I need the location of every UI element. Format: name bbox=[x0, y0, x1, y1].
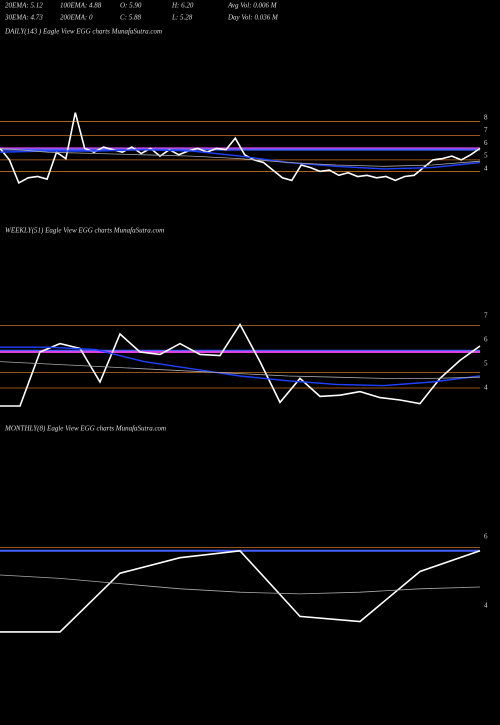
price-line bbox=[0, 148, 481, 167]
y-tick-label: 5 bbox=[484, 360, 488, 368]
header-stat: 200EMA: 0 bbox=[60, 14, 93, 22]
y-tick-label: 7 bbox=[484, 312, 488, 320]
panel-title: WEEKLY(51) Eagle View EGG charts MunafaS… bbox=[5, 227, 164, 235]
price-line bbox=[0, 549, 481, 633]
y-tick-label: 8 bbox=[484, 113, 488, 121]
header-stat: 30EMA: 4.73 bbox=[4, 14, 43, 22]
price-line bbox=[0, 148, 481, 170]
y-tick-label: 6 bbox=[484, 139, 488, 147]
y-tick-label: 7 bbox=[484, 126, 488, 134]
header-stat: Day Vol: 0.036 M bbox=[227, 14, 279, 22]
header-stat: L: 5.28 bbox=[171, 14, 193, 22]
y-tick-label: 5 bbox=[484, 152, 488, 160]
header-stat: 20EMA: 5.12 bbox=[5, 2, 43, 10]
y-tick-label: 4 bbox=[484, 164, 488, 172]
y-tick-label: 4 bbox=[484, 602, 488, 610]
header-stat: C: 5.88 bbox=[120, 14, 142, 22]
price-line bbox=[0, 112, 481, 185]
header-stat: H: 6.20 bbox=[171, 2, 194, 10]
panel-title: DAILY(143 ) Eagle View EGG charts Munafa… bbox=[4, 28, 162, 36]
panel-title: MONTHLY(8) Eagle View EGG charts MunafaS… bbox=[4, 425, 166, 433]
y-tick-label: 6 bbox=[484, 533, 488, 541]
header-stat: Avg Vol: 0.006 M bbox=[227, 2, 278, 10]
price-line bbox=[0, 346, 481, 387]
price-line bbox=[0, 361, 481, 379]
header-stat: 100EMA: 4.88 bbox=[60, 2, 102, 10]
header-stat: O: 5.90 bbox=[120, 2, 142, 10]
y-tick-label: 4 bbox=[484, 384, 488, 392]
price-line bbox=[0, 574, 481, 595]
y-tick-label: 6 bbox=[484, 336, 488, 344]
